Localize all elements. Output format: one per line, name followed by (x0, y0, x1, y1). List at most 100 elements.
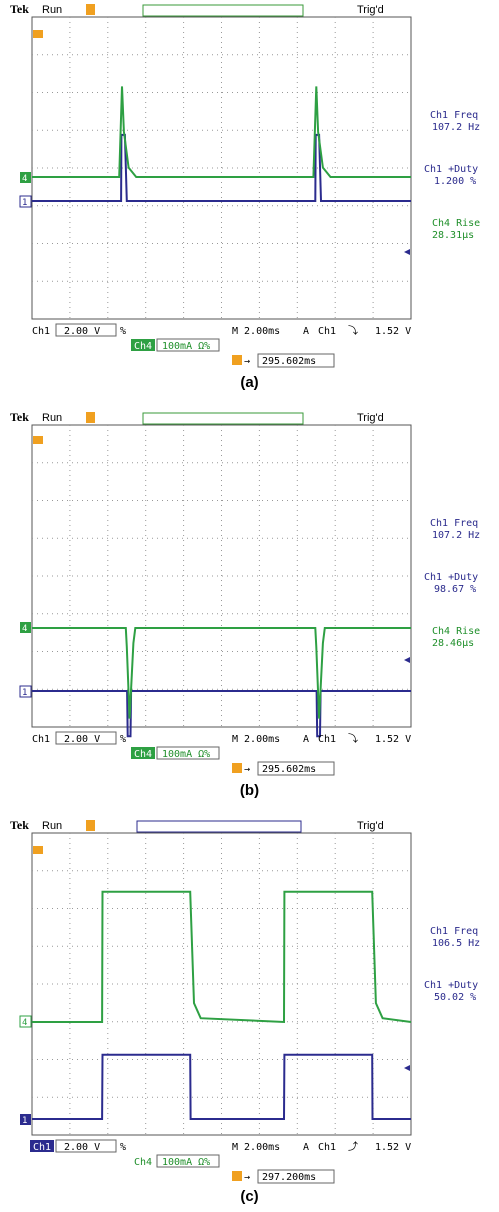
ch4-scale-box (156, 338, 220, 352)
meas-label-0: Ch1 Freq (430, 110, 478, 121)
run-status: Run (42, 412, 62, 424)
trigger-source: A (303, 734, 309, 745)
brand-label: Tek (10, 410, 29, 424)
ch1-scale: 2.00 V (64, 1142, 100, 1153)
ch1-coupling: % (120, 1142, 126, 1153)
ch4-footer-label: Ch4 (134, 341, 152, 352)
trigger-source: A (303, 326, 309, 337)
trigger-edge-icon: ⤴ (348, 1140, 358, 1153)
ch1-trace (32, 690, 411, 738)
horizontal-position: 295.602ms (262, 356, 316, 367)
meas-value-1: 98.67 % (434, 584, 476, 595)
scope-screen-a: Tek Run Trig'd 4 1 Ch1 Freq 107.2 Hz Ch1… (10, 2, 480, 368)
graticule-grid (32, 17, 411, 319)
ch4-scale: 100mA Ω% (162, 749, 210, 760)
ch1-trace (32, 1053, 411, 1120)
meas-value-0: 107.2 Hz (432, 122, 480, 133)
ch4-footer-label: Ch4 (134, 749, 152, 760)
ch4-marker-number: 4 (22, 1018, 27, 1028)
meas-label-0: Ch1 Freq (430, 926, 478, 937)
ch1-marker-number: 1 (22, 1116, 27, 1126)
trace-layer (32, 890, 412, 1120)
trigger-position-icon (33, 846, 43, 854)
ch4-scale: 100mA Ω% (162, 1157, 210, 1168)
ch1-scale: 2.00 V (64, 734, 100, 745)
ch1-marker-number: 1 (22, 688, 27, 698)
meas-value-0: 106.5 Hz (432, 938, 480, 949)
position-box (257, 353, 335, 368)
ch4-trace (32, 627, 411, 719)
ch1-scale-box (55, 1139, 117, 1153)
ch1-ground-marker (20, 1114, 31, 1125)
scope-panel-c: Tek Run Trig'd 4 1 Ch1 Freq 106.5 Hz Ch1… (0, 816, 499, 1212)
ch4-marker-number: 4 (22, 624, 27, 634)
position-box (257, 1169, 335, 1184)
ch4-trace (32, 86, 411, 178)
meas-label-2: Ch4 Rise (432, 626, 480, 637)
ch4-scale-box (156, 746, 220, 760)
ch1-footer-label: Ch1 (32, 734, 50, 745)
scope-panel-a: Tek Run Trig'd 4 1 Ch1 Freq 107.2 Hz Ch1… (0, 0, 499, 404)
ch1-label-box (30, 1140, 54, 1152)
ch4-scale: 100mA Ω% (162, 341, 210, 352)
caption-b: (b) (239, 782, 260, 799)
meas-label-0: Ch1 Freq (430, 518, 478, 529)
meas-value-1: 50.02 % (434, 992, 476, 1003)
ch1-footer-label: Ch1 (33, 1142, 51, 1153)
position-arrow-icon: → (244, 1172, 250, 1183)
trigger-channel: Ch1 (318, 734, 336, 745)
caption-a: (a) (240, 374, 259, 391)
trigger-channel: Ch1 (318, 1142, 336, 1153)
ch1-ground-marker (19, 195, 32, 208)
scope-screen-c: Tek Run Trig'd 4 1 Ch1 Freq 106.5 Hz Ch1… (10, 818, 480, 1184)
trigger-level: 1.52 V (375, 734, 411, 745)
ch4-label-box (131, 747, 155, 759)
record-marker-icon (86, 4, 95, 15)
brand-label: Tek (10, 818, 29, 832)
meas-value-1: 1.200 % (434, 176, 476, 187)
horizontal-position: 297.200ms (262, 1172, 316, 1183)
meas-value-0: 107.2 Hz (432, 530, 480, 541)
trigger-status: Trig'd (357, 412, 384, 424)
meas-value-2: 28.31µs (432, 230, 474, 241)
trigger-source: A (303, 1142, 309, 1153)
trace-layer (32, 86, 411, 202)
graticule-grid (32, 425, 411, 727)
record-window (142, 4, 304, 17)
position-box (257, 761, 335, 776)
ch1-scale-box (55, 323, 117, 337)
graticule-grid (32, 833, 411, 1135)
trigger-channel: Ch1 (318, 326, 336, 337)
position-arrow-icon: → (244, 356, 250, 367)
trigger-level-icon (404, 1065, 410, 1071)
timebase: M 2.00ms (232, 1142, 280, 1153)
ch4-trace (32, 890, 412, 1024)
trace-layer (32, 627, 411, 738)
trigger-level: 1.52 V (375, 1142, 411, 1153)
trigger-level-icon (404, 249, 410, 255)
ch4-ground-marker (19, 1015, 32, 1028)
position-arrow-icon: → (244, 764, 250, 775)
ch1-ground-marker (19, 685, 32, 698)
trigger-level-icon (404, 657, 410, 663)
trigger-position-icon (33, 30, 43, 38)
trigger-edge-icon: ⤵ (348, 325, 358, 337)
ch1-coupling: % (120, 326, 126, 337)
meas-label-2: Ch4 Rise (432, 218, 480, 229)
record-marker-icon (86, 820, 95, 831)
scope-screen-b: Tek Run Trig'd 4 1 Ch1 Freq 107.2 Hz Ch1… (10, 410, 480, 776)
ch4-ground-marker (20, 622, 31, 633)
meas-value-2: 28.46µs (432, 638, 474, 649)
ch1-footer-label: Ch1 (32, 326, 50, 337)
brand-label: Tek (10, 2, 29, 16)
ch1-coupling: % (120, 734, 126, 745)
trigger-status: Trig'd (357, 4, 384, 16)
ch1-scale-box (55, 731, 117, 745)
record-window (142, 412, 304, 425)
trigger-position-icon (33, 436, 43, 444)
horizontal-position: 295.602ms (262, 764, 316, 775)
record-window (136, 820, 302, 833)
ch4-marker-number: 4 (22, 174, 27, 184)
trigger-level: 1.52 V (375, 326, 411, 337)
caption-c: (c) (240, 1188, 259, 1205)
